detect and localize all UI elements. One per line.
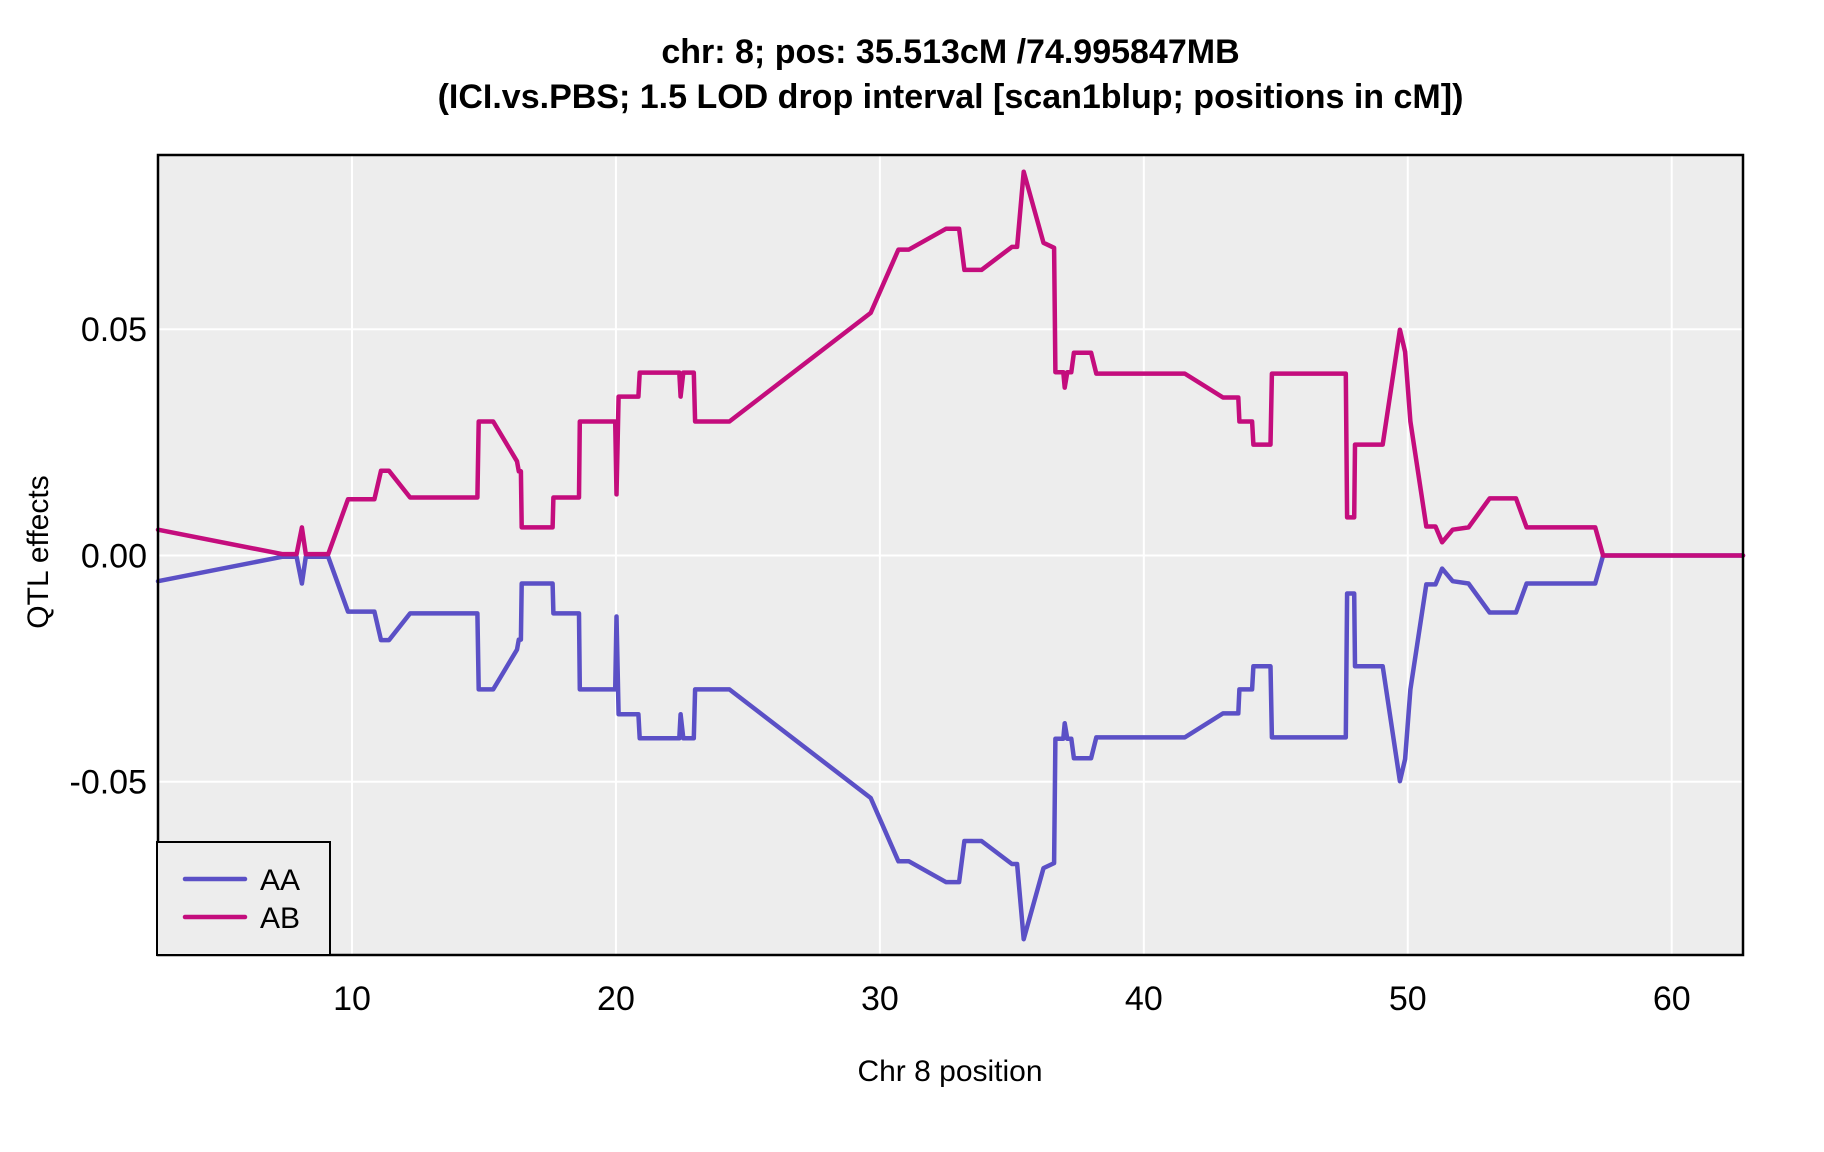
y-tick-label-0.05: 0.05 (81, 311, 147, 349)
y-tick-label--0.05: -0.05 (70, 764, 148, 802)
y-tick-label-0.00: 0.00 (81, 537, 147, 575)
series-line-AA (155, 553, 1746, 942)
legend-label-AB: AB (260, 902, 300, 935)
chart-title: chr: 8; pos: 35.513cM /74.995847MB (ICI.… (158, 30, 1743, 120)
chart-title-line2: (ICI.vs.PBS; 1.5 LOD drop interval [scan… (437, 78, 1464, 116)
legend: AA AB (156, 841, 331, 956)
panel-border (156, 153, 1745, 957)
x-tick-label-60: 60 (1653, 980, 1691, 1018)
x-tick-label-50: 50 (1389, 980, 1427, 1018)
chart-title-line1: chr: 8; pos: 35.513cM /74.995847MB (661, 33, 1240, 71)
x-tick-label-30: 30 (861, 980, 899, 1018)
x-tick-label-20: 20 (597, 980, 635, 1018)
legend-label-AA: AA (260, 864, 300, 897)
legend-box (156, 841, 331, 956)
series-line-AB (155, 169, 1746, 558)
x-tick-label-10: 10 (333, 980, 371, 1018)
x-tick-label-40: 40 (1125, 980, 1163, 1018)
x-axis-label: Chr 8 position (857, 1055, 1043, 1088)
